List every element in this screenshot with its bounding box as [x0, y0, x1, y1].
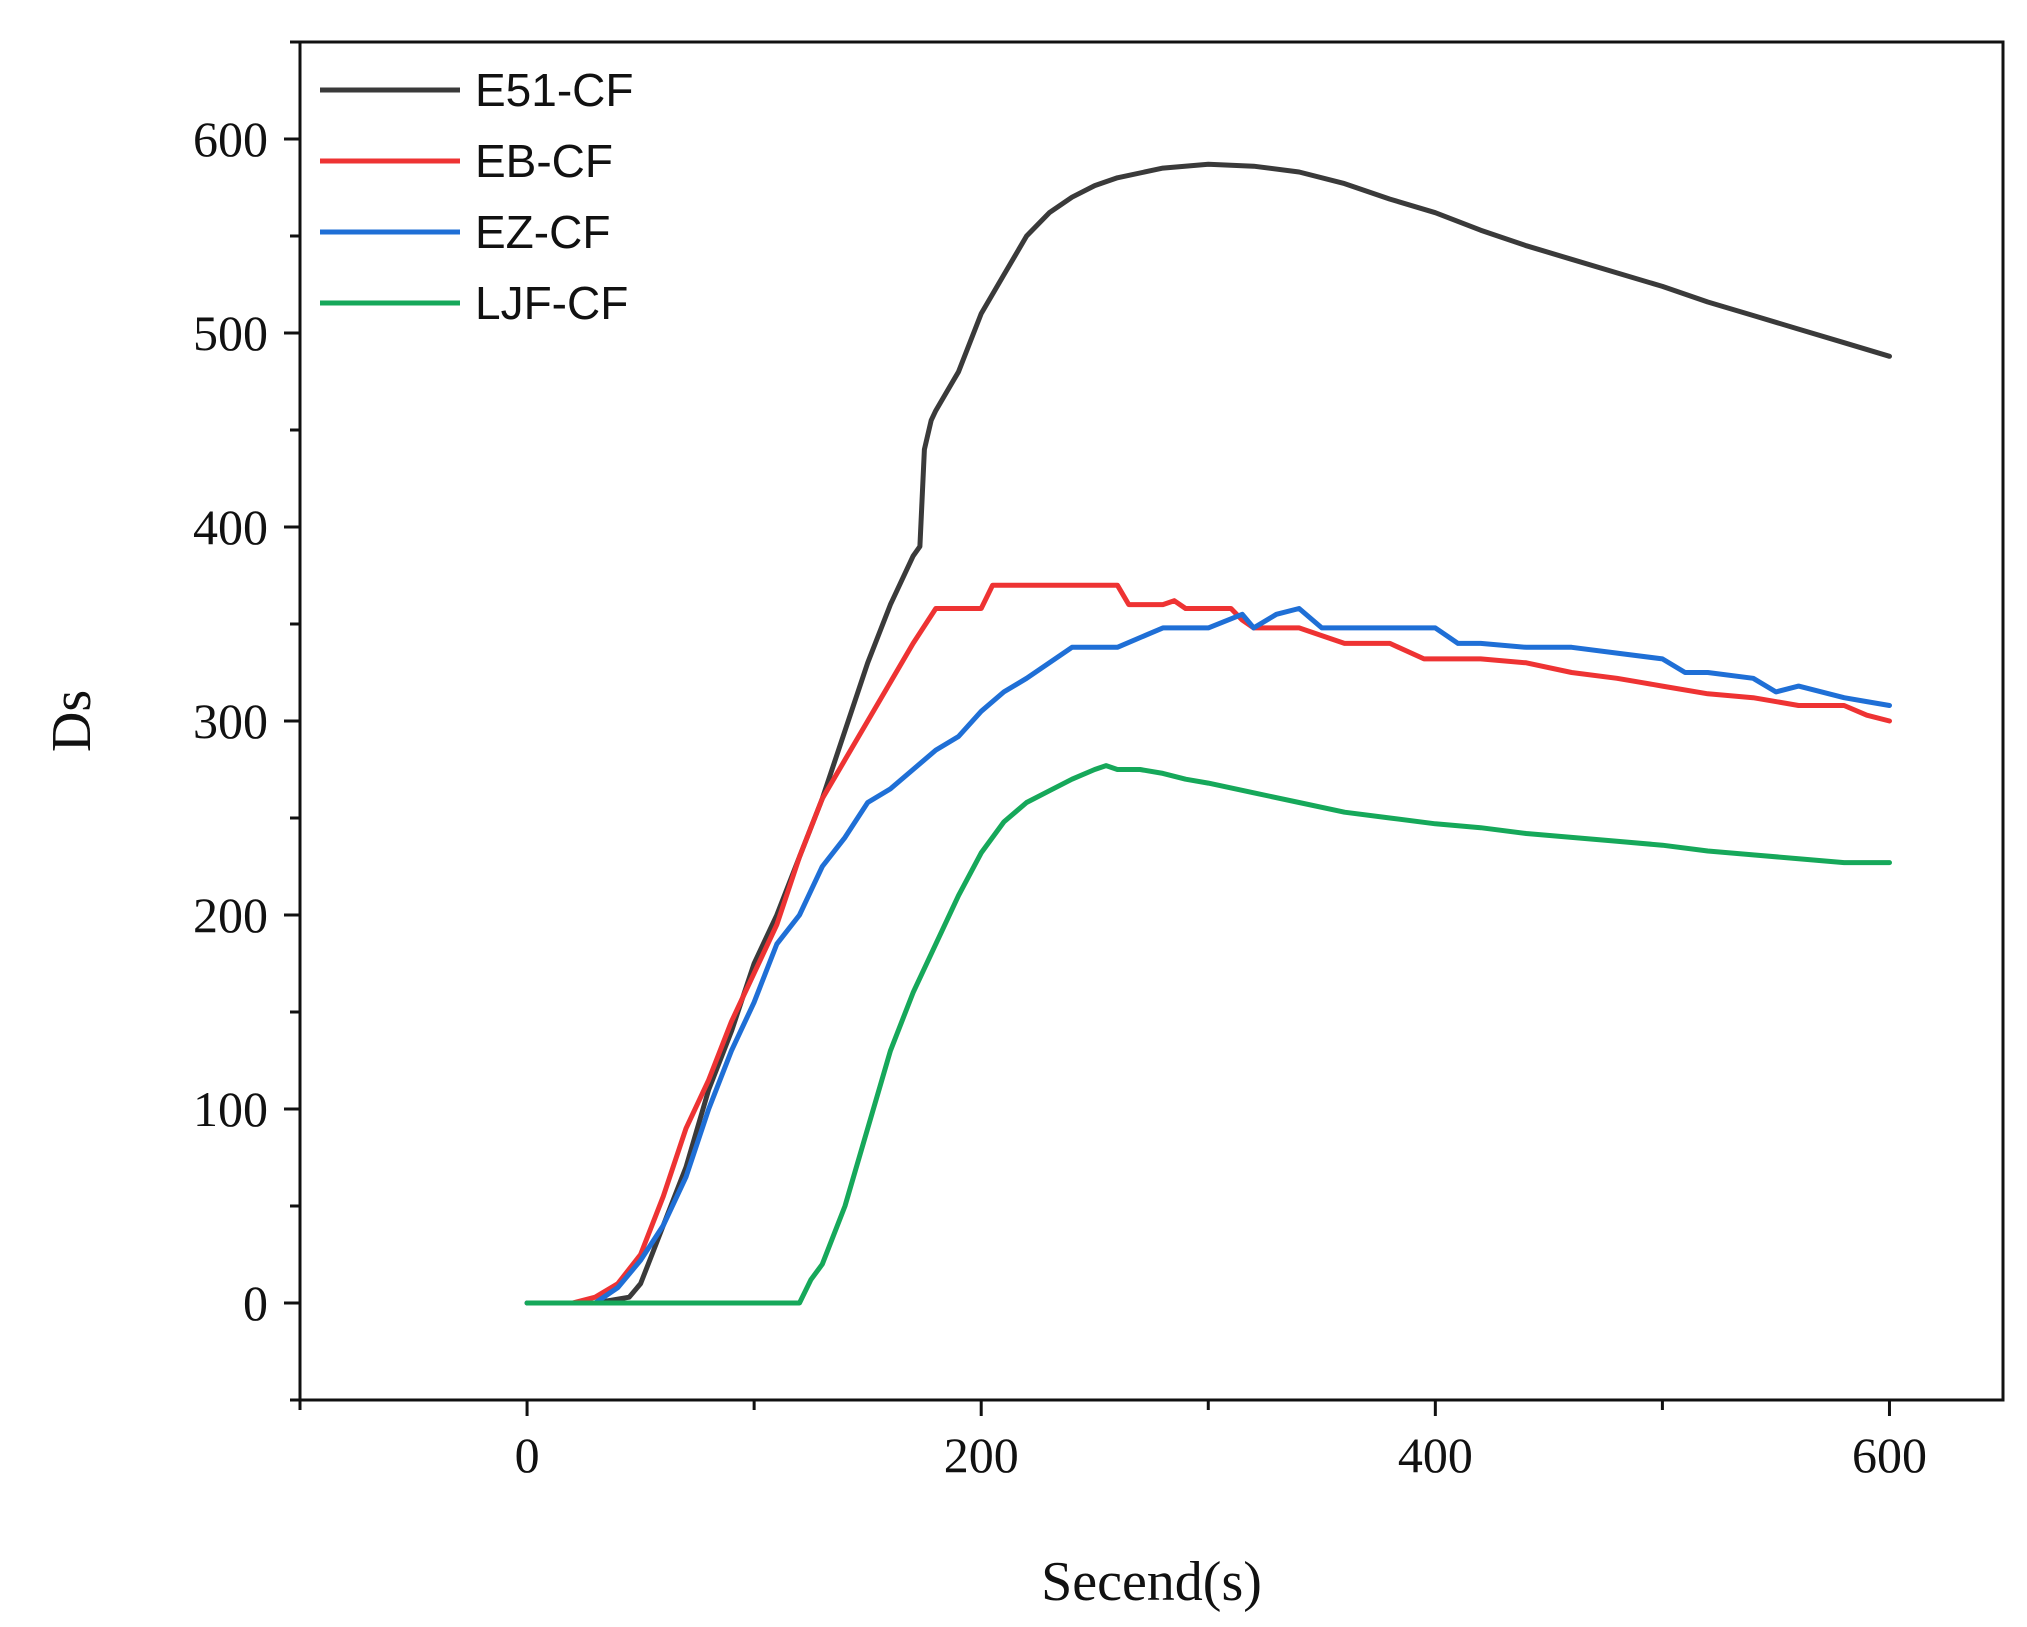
- y-tick-label: 100: [193, 1081, 268, 1137]
- y-tick-label: 500: [193, 305, 268, 361]
- tick-label-layer: 0 200 400 600 0 100 200 300 400 500 600: [193, 111, 1927, 1483]
- x-tick-label: 200: [944, 1427, 1019, 1483]
- ticks-layer: [284, 40, 1891, 1416]
- legend: E51-CF EB-CF EZ-CF LJF-CF: [320, 64, 633, 329]
- series-layer: [524, 161, 1892, 1306]
- y-tick-label: 400: [193, 499, 268, 555]
- y-axis-title: Ds: [41, 690, 103, 752]
- x-tick-label: 600: [1852, 1427, 1927, 1483]
- y-tick-label: 0: [243, 1275, 268, 1331]
- x-tick-label: 0: [515, 1427, 540, 1483]
- x-axis-title: Secend(s): [1041, 1551, 1262, 1613]
- y-tick-label: 200: [193, 887, 268, 943]
- y-tick-label: 600: [193, 111, 268, 167]
- legend-label: LJF-CF: [475, 277, 628, 329]
- legend-label: EZ-CF: [475, 206, 610, 258]
- series-line-e51-cf: [524, 161, 1892, 1306]
- x-tick-label: 400: [1398, 1427, 1473, 1483]
- series-line-ljf-cf: [524, 763, 1892, 1306]
- series-line-eb-cf: [524, 582, 1892, 1306]
- y-tick-label: 300: [193, 693, 268, 749]
- legend-label: E51-CF: [475, 64, 633, 116]
- legend-label: EB-CF: [475, 135, 613, 187]
- series-line-ez-cf: [524, 606, 1892, 1306]
